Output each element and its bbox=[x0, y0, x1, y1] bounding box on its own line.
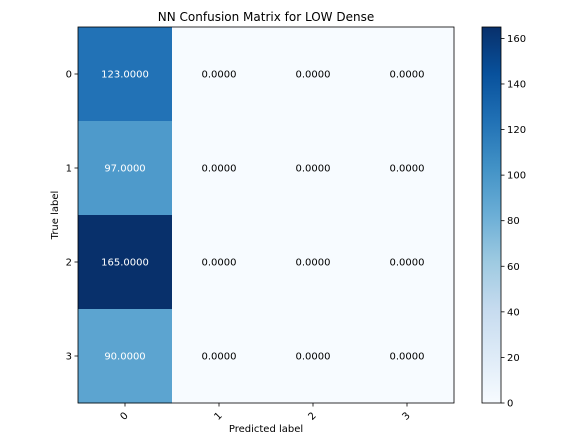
x-axis-label: Predicted label bbox=[229, 424, 303, 432]
cell-value-label: 0.0000 bbox=[390, 164, 425, 175]
y-tick-label: 0 bbox=[66, 70, 72, 81]
colorbar-ticks: 0 20 40 60 80 100 120 140 160 bbox=[501, 34, 526, 410]
colorbar-tick-label: 140 bbox=[507, 79, 526, 90]
colorbar-tick-label: 60 bbox=[507, 262, 520, 273]
heatmap-cell bbox=[360, 27, 455, 122]
y-axis-label: True label bbox=[50, 191, 61, 241]
colorbar-tick-label: 100 bbox=[507, 171, 526, 182]
cell-value-label: 0.0000 bbox=[202, 70, 237, 81]
cell-value-label: 0.0000 bbox=[202, 258, 237, 269]
heatmap-cell bbox=[360, 121, 455, 216]
y-axis-ticks: 0 1 2 3 bbox=[66, 70, 78, 363]
cell-value-label: 0.0000 bbox=[390, 70, 425, 81]
heatmap-cell bbox=[360, 215, 455, 310]
cell-value-label: 0.0000 bbox=[296, 258, 331, 269]
colorbar-tick-label: 80 bbox=[507, 216, 520, 227]
cell-value-label: 165.0000 bbox=[101, 258, 149, 269]
heatmap-cell bbox=[172, 121, 267, 216]
heatmap-cells bbox=[78, 27, 455, 404]
heatmap-cell bbox=[172, 309, 267, 404]
heatmap-cell-labels: 123.0000 0.0000 0.0000 0.0000 97.0000 0.0000 0… bbox=[101, 70, 424, 363]
cell-value-label: 0.0000 bbox=[296, 352, 331, 363]
y-tick-label: 2 bbox=[66, 258, 72, 269]
cell-value-label: 0.0000 bbox=[202, 164, 237, 175]
y-tick-label: 1 bbox=[66, 164, 72, 175]
cell-value-label: 97.0000 bbox=[104, 164, 145, 175]
cell-value-label: 0.0000 bbox=[202, 352, 237, 363]
heatmap-cell bbox=[78, 27, 173, 122]
colorbar-tick-label: 20 bbox=[507, 353, 520, 364]
cell-value-label: 90.0000 bbox=[104, 352, 145, 363]
colorbar-tick-label: 120 bbox=[507, 125, 526, 136]
heatmap-cell bbox=[78, 309, 173, 404]
heatmap-cell bbox=[78, 121, 173, 216]
heatmap-cell bbox=[172, 27, 267, 122]
heatmap-cell bbox=[266, 121, 361, 216]
cell-value-label: 0.0000 bbox=[390, 258, 425, 269]
heatmap-cell bbox=[266, 309, 361, 404]
cell-value-label: 0.0000 bbox=[390, 352, 425, 363]
heatmap-cell bbox=[266, 27, 361, 122]
y-tick-label: 3 bbox=[66, 352, 72, 363]
cell-value-label: 0.0000 bbox=[296, 164, 331, 175]
heatmap-cell bbox=[78, 215, 173, 310]
chart-title: NN Confusion Matrix for LOW Dense bbox=[158, 10, 374, 24]
cell-value-label: 0.0000 bbox=[296, 70, 331, 81]
colorbar bbox=[481, 26, 502, 404]
heatmap-cell bbox=[360, 309, 455, 404]
heatmap-cell bbox=[266, 215, 361, 310]
colorbar-tick-label: 0 bbox=[507, 399, 513, 410]
colorbar-tick-label: 160 bbox=[507, 34, 526, 45]
heatmap-cell bbox=[172, 215, 267, 310]
cell-value-label: 123.0000 bbox=[101, 70, 149, 81]
plot-frame bbox=[77, 26, 455, 404]
colorbar-tick-label: 40 bbox=[507, 307, 520, 318]
